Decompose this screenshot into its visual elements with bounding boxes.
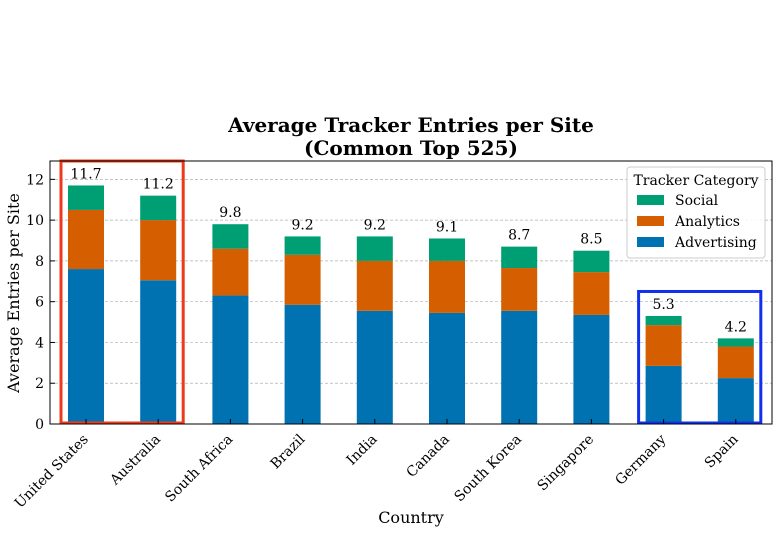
bar-social-united-states [68,185,104,210]
bar-analytics-united-states [68,209,104,270]
bar-social-south-korea [501,246,538,269]
bar-analytics-australia [140,220,177,281]
bar-analytics-south-korea [501,268,538,311]
total-label-singapore: 8.5 [580,232,602,248]
legend-swatch-analytics [637,216,664,226]
highlight-box-2 [637,289,763,425]
bar-social-germany [645,315,682,326]
total-label-brazil: 9.2 [291,217,313,233]
bar-social-spain [717,338,754,347]
bar-advertising-germany [645,365,682,424]
total-label-australia: 11.2 [143,177,174,193]
legend-label-social: Social [675,193,719,209]
x-tick-label-india: India [344,432,381,469]
x-tick-label-canada: Canada [404,432,453,481]
y-tick-label: 2 [35,376,44,392]
total-label-united-states: 11.7 [70,166,101,182]
legend-label-analytics: Analytics [674,214,740,230]
bar-social-canada [429,238,465,261]
y-axis-ticks: 0 2 4 6 8 10 12 [26,172,55,433]
x-tick-label-germany: Germany [612,431,669,488]
bar-analytics-canada [429,260,465,313]
legend: Tracker Category Social Analytics Advertis… [626,166,766,259]
bar-total-labels: 11.7 11.2 9.8 9.2 9.2 9.1 8.7 8.5 5.3 4.2 [70,166,747,335]
total-label-spain: 4.2 [725,319,747,335]
total-label-south-africa: 9.8 [219,205,241,221]
bar-advertising-south-africa [212,295,249,424]
bar-advertising-spain [717,378,754,424]
bars [68,185,754,424]
bar-social-singapore [573,250,610,273]
legend-frame [626,166,766,259]
bar-analytics-india [356,260,393,311]
bar-advertising-brazil [284,304,321,424]
bar-analytics-south-africa [212,248,249,296]
x-tick-label-south-korea: South Korea [452,432,526,506]
plot-frame [49,160,773,425]
total-label-canada: 9.1 [436,219,458,235]
bar-advertising-singapore [573,314,610,424]
x-tick-label-brazil: Brazil [268,431,309,472]
bar-analytics-germany [645,325,682,366]
x-tick-label-south-africa: South Africa [162,432,236,506]
y-tick-label: 8 [35,254,44,270]
legend-label-advertising: Advertising [674,235,757,251]
total-label-india: 9.2 [364,217,386,233]
bar-analytics-singapore [573,272,610,315]
bar-analytics-brazil [284,254,321,305]
bar-advertising-canada [429,312,465,424]
y-tick-label: 12 [26,172,44,188]
bar-social-south-africa [212,224,249,249]
legend-swatch-advertising [637,237,664,247]
bar-social-brazil [284,236,321,255]
total-label-germany: 5.3 [652,297,674,313]
x-tick-label-singapore: Singapore [534,432,597,495]
x-axis-label: Country [378,508,444,527]
bar-social-australia [140,195,177,221]
bar-analytics-spain [717,346,754,379]
bar-social-india [356,236,393,261]
legend-title: Tracker Category [633,173,758,189]
y-axis-label: Average Entries per Site [4,193,23,394]
bar-advertising-australia [140,280,177,424]
bar-advertising-united-states [68,269,104,424]
x-tick-label-australia: Australia [107,432,164,489]
y-tick-label: 10 [26,213,44,229]
y-tick-label: 4 [35,335,44,351]
x-tick-label-united-states: United States [12,432,92,512]
legend-swatch-social [637,195,664,205]
y-tick-label: 0 [35,417,44,433]
x-tick-label-spain: Spain [702,432,742,472]
total-label-south-korea: 8.7 [508,228,530,244]
y-tick-label: 6 [35,295,44,311]
bar-advertising-south-korea [501,310,538,424]
bar-advertising-india [356,310,393,424]
chart-title-line1: Average Tracker Entries per Site [227,113,594,137]
chart-title-line2: (Common Top 525) [304,136,518,160]
